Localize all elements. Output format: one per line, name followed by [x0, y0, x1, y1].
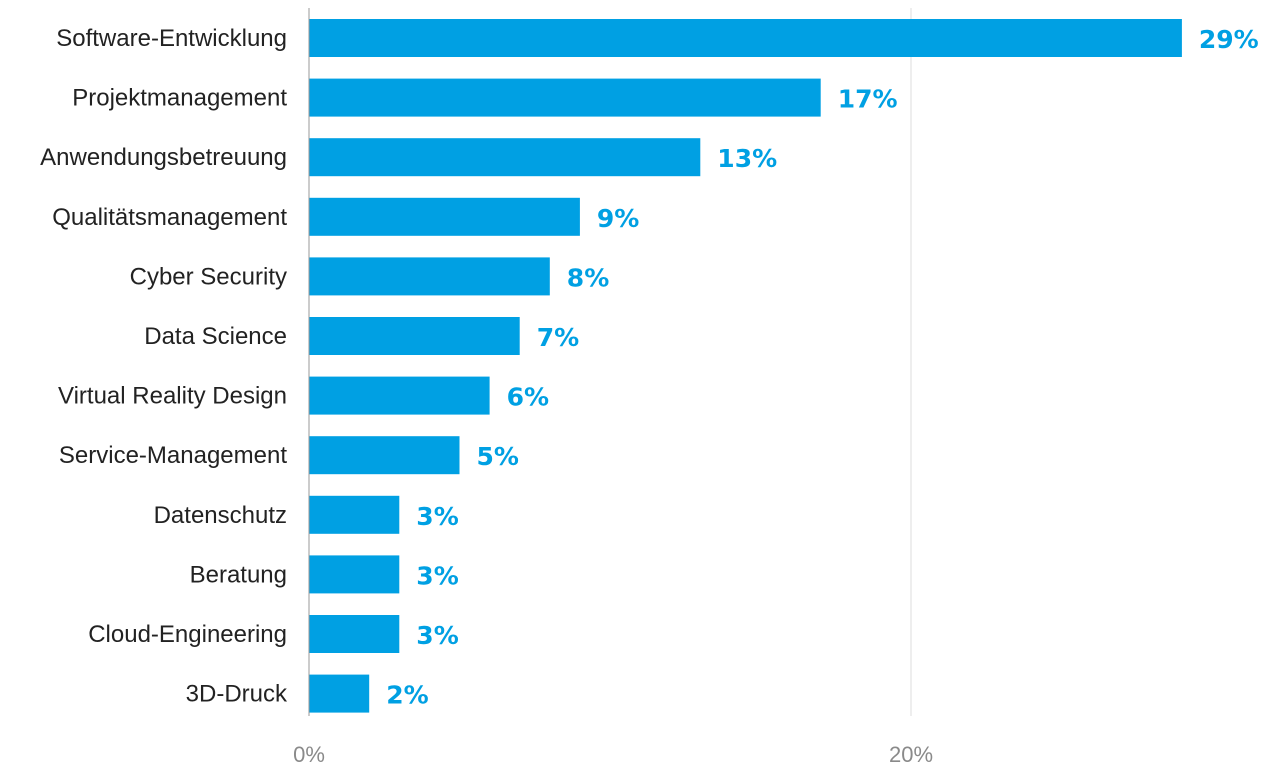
value-label-layer: 29% 17% 13% 9% 8% 7% 6% 5% 3% 3% 3% 2%: [386, 25, 1259, 710]
value-label: 6%: [507, 383, 549, 412]
x-tick-label: 0%: [293, 742, 325, 764]
bar: [309, 257, 550, 296]
x-tick-label: 20%: [889, 742, 933, 764]
bar: [309, 555, 400, 594]
category-label-layer: Software-Entwicklung Projektmanagement Anw…: [40, 25, 288, 708]
category-label: Projektmanagement: [72, 85, 287, 112]
value-label: 13%: [717, 144, 777, 173]
category-label: Beratung: [190, 561, 287, 588]
value-label: 3%: [416, 502, 458, 531]
bar: [309, 78, 821, 117]
bar: [309, 376, 490, 415]
value-label: 5%: [477, 442, 519, 471]
category-label: Datenschutz: [154, 502, 287, 529]
bar: [309, 495, 400, 534]
category-label: Software-Entwicklung: [56, 25, 287, 52]
bar: [309, 138, 701, 177]
bar-layer: [309, 19, 1182, 713]
category-label: 3D-Druck: [186, 681, 288, 708]
value-label: 2%: [386, 681, 428, 710]
category-label: Anwendungsbetreuung: [40, 144, 287, 171]
bar: [309, 317, 520, 355]
value-label: 17%: [838, 85, 898, 114]
value-label: 3%: [416, 561, 458, 590]
category-label: Service-Management: [59, 442, 287, 469]
category-label: Qualitätsmanagement: [52, 204, 287, 231]
value-label: 7%: [537, 323, 579, 352]
value-label: 8%: [567, 263, 609, 292]
value-label: 9%: [597, 204, 639, 233]
x-tick-layer: 0% 20%: [293, 742, 933, 764]
bar: [309, 19, 1182, 57]
category-label: Cyber Security: [130, 263, 287, 290]
bar: [309, 615, 400, 653]
value-label: 29%: [1199, 25, 1259, 54]
category-label: Cloud-Engineering: [88, 621, 287, 648]
category-label: Data Science: [144, 323, 287, 350]
bar: [309, 436, 460, 475]
category-label: Virtual Reality Design: [58, 383, 287, 410]
value-label: 3%: [416, 621, 458, 650]
bar: [309, 674, 370, 713]
bar: [309, 197, 580, 236]
